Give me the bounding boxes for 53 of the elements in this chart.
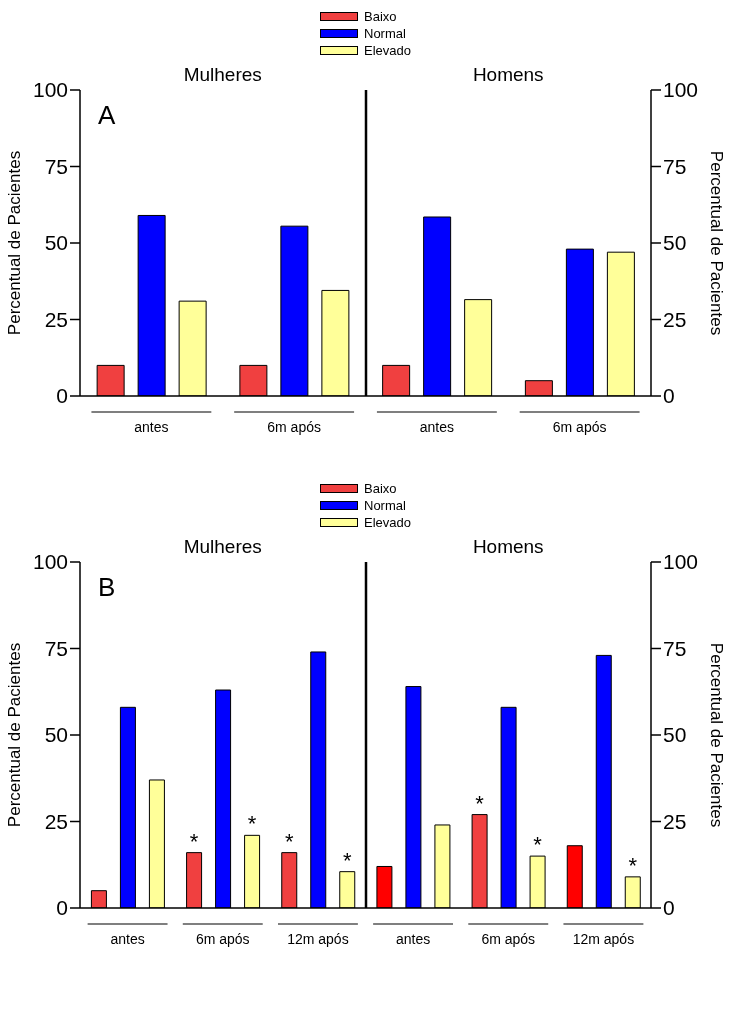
data-label: * [628,852,638,878]
x-tick-label: 12m após [572,931,635,947]
x-tick-label: 12m após [287,931,349,947]
x-tick-label: 6m após [552,419,607,435]
legend-label: Baixo [364,9,397,24]
y2-tick-label: 100 [663,78,699,102]
y2-tick-label: 50 [663,723,687,747]
y2-tick-label: 25 [663,809,687,833]
y-tick-label: 0 [56,896,68,920]
x-tick-label: antes [134,419,169,435]
y-tick-label: 50 [44,231,68,255]
y2-axis-title: Percentual de Pacientes [706,150,726,336]
x-tick-label: antes [110,931,145,947]
y-tick-label: 75 [44,154,68,178]
x-tick-label: 6m após [481,931,536,947]
y2-axis-title: Percentual de Pacientes [706,642,726,828]
y2-tick-label: 75 [663,636,687,660]
y-axis-title: Percentual de Pacientes [5,150,25,336]
y2-tick-label: 100 [663,550,699,574]
x-tick-label: 6m após [267,419,321,435]
data-label: * [247,811,257,837]
y-tick-label: 25 [44,809,68,833]
y-tick-label: 100 [32,78,68,102]
data-label: * [284,828,294,854]
text: Mulheres [182,536,263,558]
y-tick-label: 50 [44,723,68,747]
legend-label: Normal [364,26,406,41]
y-tick-label: 100 [32,550,68,574]
y2-tick-label: 25 [663,307,687,331]
y-axis-title: Percentual de Pacientes [5,642,25,828]
y-tick-label: 75 [44,636,68,660]
data-label: * [189,828,199,854]
x-tick-label: 6m após [195,931,250,947]
legend-label: Elevado [364,43,411,58]
text: Homens [471,64,545,86]
y2-tick-label: 75 [663,154,687,178]
data-label: * [342,847,352,873]
legend-label: Normal [364,498,406,513]
text: Mulheres [182,64,263,86]
y2-tick-label: 0 [663,384,675,408]
data-label: * [533,832,543,858]
chart-title: B [98,572,116,603]
chart-title: A [98,100,116,131]
y-tick-label: 25 [44,307,68,331]
legend-label: Elevado [364,515,411,530]
data-label: * [475,790,485,816]
x-tick-label: antes [395,931,431,947]
text: Homens [471,536,545,558]
legend-label: Baixo [364,481,397,496]
y2-tick-label: 50 [663,231,687,255]
y2-tick-label: 0 [663,896,675,920]
y-tick-label: 0 [56,384,68,408]
x-tick-label: antes [419,419,454,435]
